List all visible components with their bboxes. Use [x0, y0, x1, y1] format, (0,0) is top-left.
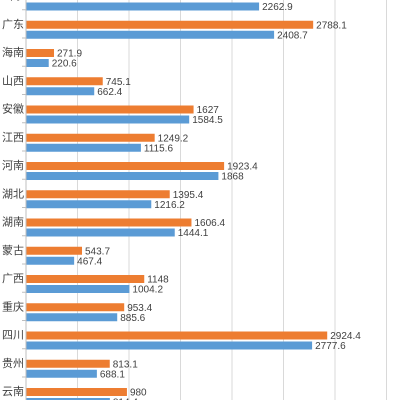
- bar-value-label: 814.4: [113, 398, 138, 400]
- bar-series-orange: [26, 20, 314, 29]
- category-label: 四川: [2, 329, 24, 342]
- bar-series-orange: [26, 246, 83, 255]
- bar-series-blue: [26, 369, 97, 378]
- bar-value-label: 2924.4: [330, 331, 361, 342]
- bar-series-orange: [26, 190, 170, 199]
- bars: [26, 2, 328, 400]
- bar-series-blue: [26, 285, 130, 293]
- bar-series-blue: [26, 200, 152, 209]
- category-label: 广东: [2, 18, 24, 31]
- bar-value-label: 467.4: [77, 256, 102, 267]
- bar-series-blue: [26, 341, 313, 350]
- bar-value-label: 813.1: [113, 359, 138, 370]
- bar-series-orange: [26, 218, 192, 227]
- bar-value-label: 220.6: [52, 59, 77, 70]
- bar-value-label: 2777.6: [315, 341, 346, 352]
- category-label: 湖北: [2, 187, 24, 200]
- bar-value-label: 953.4: [127, 303, 152, 314]
- category-label: 安徽: [2, 102, 24, 116]
- category-axis: [22, 0, 27, 400]
- bar-series-orange: [26, 388, 127, 396]
- bar-value-label: 1004.2: [132, 285, 163, 296]
- bar-value-label: 1627: [197, 105, 220, 116]
- category-label: 广西: [2, 272, 24, 285]
- bar-value-label: 271.9: [57, 49, 82, 60]
- bar-value-label: 688.1: [100, 369, 125, 380]
- category-label: 云南: [2, 385, 24, 398]
- gridlines: [77, 0, 387, 400]
- bar-value-label: 1115.6: [144, 143, 174, 154]
- category-label: 河南: [2, 159, 24, 172]
- bar-value-label: 2262.9: [262, 2, 293, 13]
- bar-series-orange: [26, 275, 145, 283]
- bar-value-label: 745.1: [106, 77, 131, 88]
- bar-series-orange: [26, 77, 103, 86]
- bar-series-orange: [26, 359, 110, 368]
- bar-series-blue: [26, 256, 75, 265]
- bar-value-label: 1868: [221, 172, 244, 183]
- bar-series-blue: [26, 2, 260, 11]
- bar-value-label: 980: [130, 388, 147, 399]
- bar-value-label: 1216.2: [154, 200, 185, 211]
- category-label: 湖南: [2, 216, 24, 229]
- bar-series-blue: [26, 143, 141, 152]
- bar-series-orange: [26, 303, 125, 312]
- bar-series-orange: [26, 133, 155, 142]
- bar-value-label: 662.4: [97, 87, 122, 98]
- bar-value-label: 2408.7: [277, 30, 308, 41]
- bar-series-blue: [26, 228, 175, 237]
- bar-series-blue: [26, 30, 275, 39]
- category-label: 贵州: [2, 357, 24, 370]
- bar-value-label: 1395.4: [173, 190, 204, 201]
- bar-value-label: 1923.4: [227, 162, 258, 173]
- bar-series-blue: [26, 172, 219, 180]
- bar-series-blue: [26, 59, 49, 67]
- bar-series-orange: [26, 331, 328, 340]
- bar-value-label: 1444.1: [178, 228, 209, 239]
- bar-value-label: 1584.5: [192, 115, 223, 126]
- bar-value-label: 1606.4: [194, 218, 225, 229]
- bar-value-label: 885.6: [120, 313, 145, 324]
- bar-series-blue: [26, 87, 95, 96]
- bar-series-orange: [26, 49, 55, 57]
- category-label: 重庆: [2, 299, 24, 313]
- bar-value-label: 543.7: [85, 246, 110, 257]
- bar-value-label: 1148: [147, 275, 169, 286]
- bar-value-label: 1249.2: [158, 133, 189, 144]
- bar-series-blue: [26, 398, 110, 400]
- category-label: 江西: [2, 131, 24, 144]
- category-label: 蒙古: [2, 244, 24, 257]
- bar-series-orange: [26, 162, 225, 170]
- category-label: 海南: [2, 45, 24, 59]
- bar-series-blue: [26, 115, 190, 124]
- bar-series-blue: [26, 313, 118, 322]
- bar-series-orange: [26, 105, 194, 114]
- bar-value-label: 2788.1: [316, 20, 347, 31]
- category-label: 山西: [2, 74, 24, 87]
- category-label: 山东: [2, 0, 24, 3]
